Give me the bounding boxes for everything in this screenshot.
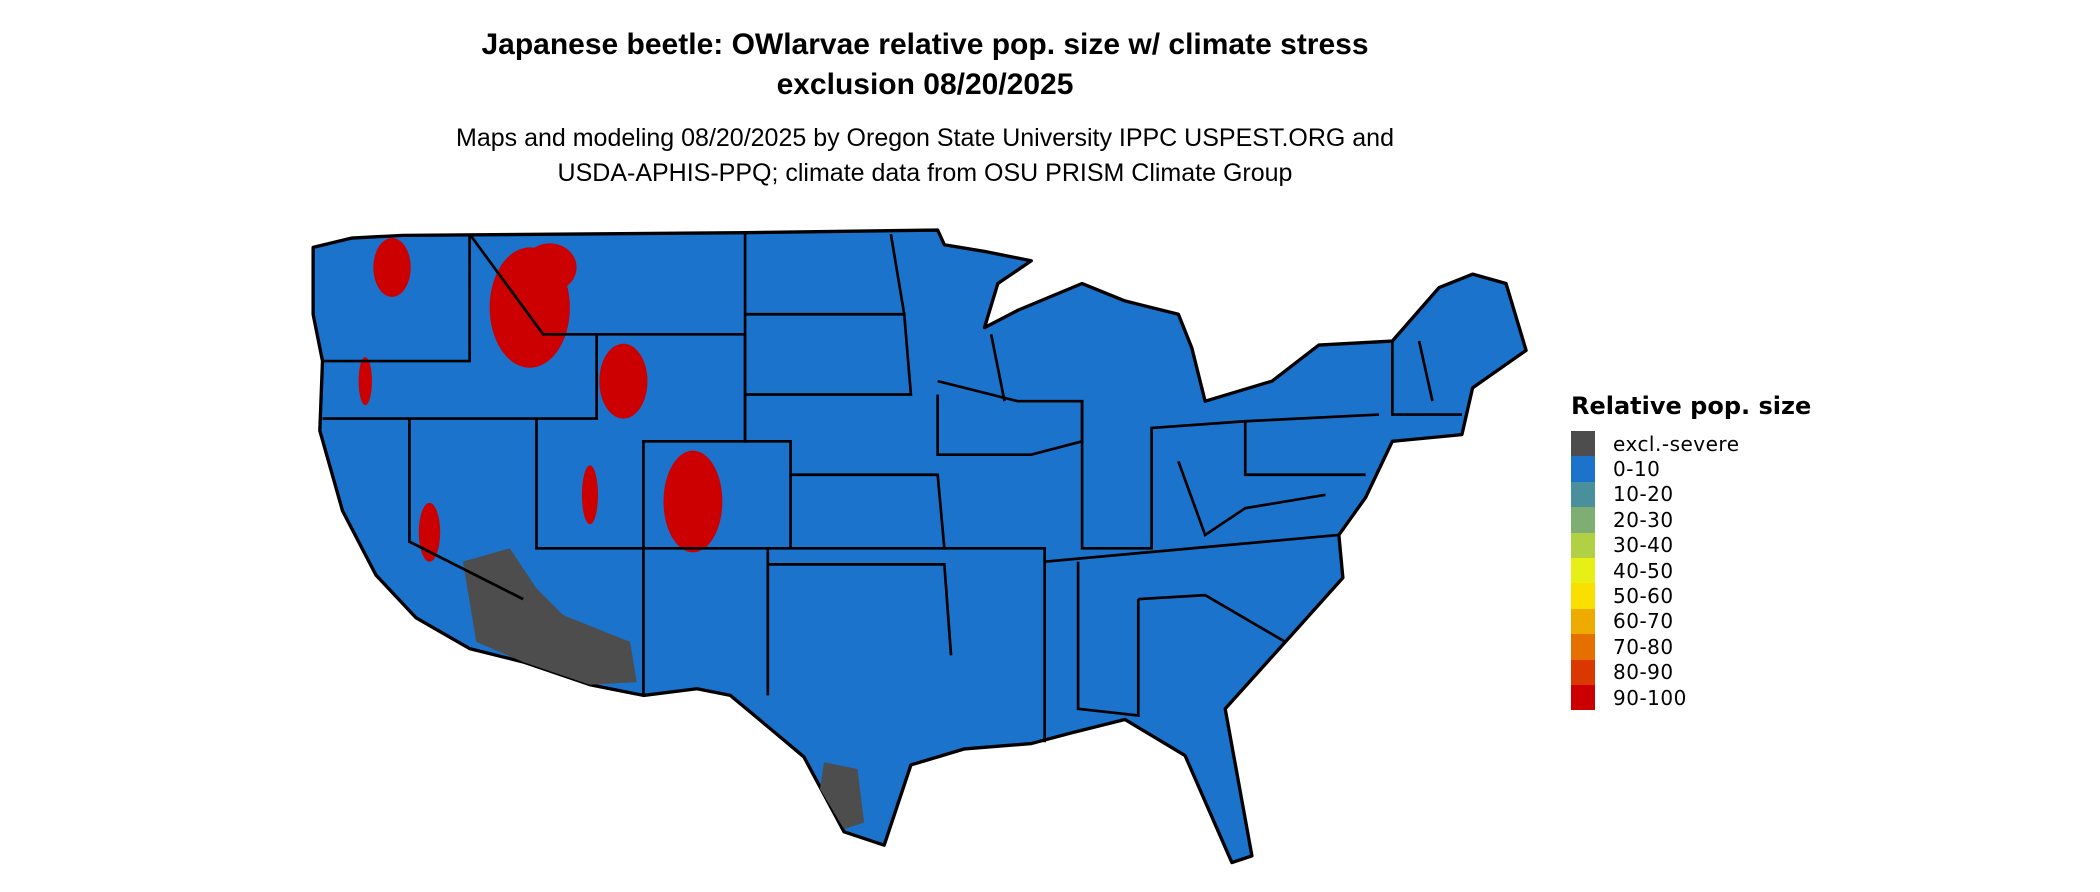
hotspot-oregon [358, 357, 372, 406]
legend-label: 30-40 [1613, 533, 1674, 558]
legend-label: 40-50 [1613, 558, 1674, 583]
legend-item: 0-10 [1571, 456, 1661, 482]
legend-swatch [1571, 481, 1595, 508]
legend-label: 70-80 [1613, 634, 1674, 659]
legend-item: 60-70 [1571, 608, 1674, 635]
hotspot-sierra [418, 502, 441, 562]
legend-item: 20-30 [1571, 507, 1674, 533]
high-population-areas [358, 238, 723, 562]
legend-label: 0-10 [1613, 457, 1661, 482]
legend-item: 10-20 [1571, 481, 1674, 508]
hotspot-utah [581, 465, 598, 525]
legend-swatch [1571, 608, 1595, 635]
excluded-south-texas [819, 762, 865, 830]
legend-item: 50-60 [1571, 583, 1674, 609]
hotspot-montana [523, 243, 577, 292]
legend-item: 30-40 [1571, 532, 1674, 558]
excluded-desert-southwest [462, 548, 637, 685]
hotspot-colorado [663, 450, 723, 553]
legend-swatch [1571, 685, 1595, 711]
legend-swatch [1571, 558, 1595, 584]
legend-label: 20-30 [1613, 507, 1674, 532]
map-subtitle-line2: USDA-APHIS-PPQ; climate data from OSU PR… [557, 159, 1293, 187]
legend-swatch [1571, 532, 1595, 558]
legend-swatch [1571, 431, 1595, 457]
map-subtitle-line1: Maps and modeling 08/20/2025 by Oregon S… [456, 124, 1394, 152]
legend-label: excl.-severe [1613, 431, 1740, 456]
legend-item: 80-90 [1571, 659, 1674, 685]
legend-title: Relative pop. size [1571, 392, 1812, 420]
state-borders [322, 233, 1462, 743]
legend-swatch [1571, 456, 1595, 482]
excluded-areas [462, 548, 865, 830]
legend-label: 90-100 [1613, 685, 1687, 710]
legend-item: 70-80 [1571, 634, 1674, 660]
legend-item: excl.-severe [1571, 431, 1740, 457]
legend-label: 80-90 [1613, 660, 1674, 685]
legend-swatch [1571, 507, 1595, 533]
hotspot-wyoming [599, 343, 648, 419]
legend-swatch [1571, 634, 1595, 660]
map-title-line1: Japanese beetle: OWlarvae relative pop. … [481, 28, 1369, 61]
map-title-line2: exclusion 08/20/2025 [776, 68, 1074, 101]
legend-label: 10-20 [1613, 482, 1674, 507]
legend-swatch [1571, 659, 1595, 685]
legend-label: 50-60 [1613, 584, 1674, 609]
hotspot-cascades [373, 238, 411, 297]
legend-item: 40-50 [1571, 558, 1674, 584]
legend-swatch [1571, 583, 1595, 609]
legend-item: 90-100 [1571, 685, 1687, 711]
legend-label: 60-70 [1613, 609, 1674, 634]
